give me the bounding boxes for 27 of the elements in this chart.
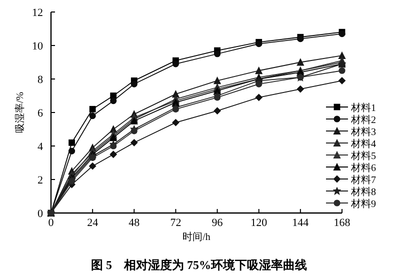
y-tick-label: 0 [38, 208, 44, 220]
text: 图 5 相对湿度为 75%环境下吸湿率曲线 [91, 258, 307, 272]
legend-label: 材料1 [350, 102, 376, 114]
legend-label: 材料2 [350, 114, 376, 126]
y-tick-label: 8 [38, 74, 44, 86]
x-tick-label: 0 [48, 217, 54, 229]
legend-label: 材料6 [350, 162, 376, 174]
y-axis-title: 吸湿率/% [14, 92, 26, 134]
legend-label: 材料5 [350, 150, 376, 162]
x-tick-label: 48 [128, 217, 140, 229]
y-tick-label: 6 [38, 108, 44, 120]
legend-label: 材料7 [350, 174, 376, 186]
x-tick-label: 144 [292, 217, 310, 229]
legend-label: 材料3 [350, 126, 376, 138]
legend-label: 材料9 [350, 198, 376, 210]
legend-label: 材料4 [350, 138, 376, 150]
y-tick-label: 10 [32, 40, 44, 52]
x-tick-label: 120 [250, 217, 268, 229]
y-tick-label: 12 [32, 7, 43, 19]
x-tick-label: 96 [212, 217, 224, 229]
y-tick-label: 2 [38, 174, 43, 186]
y-tick-label: 4 [38, 141, 44, 153]
x-tick-label: 72 [170, 217, 182, 229]
legend-label: 材料8 [350, 186, 376, 198]
x-tick-label: 24 [87, 217, 99, 229]
x-axis-title: 时间/h [182, 231, 210, 243]
x-tick-label: 168 [334, 217, 351, 229]
